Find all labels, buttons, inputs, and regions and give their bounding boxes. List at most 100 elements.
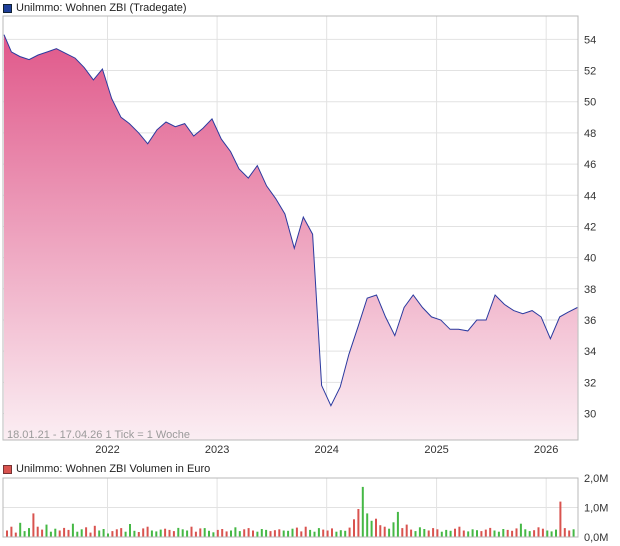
volume-bar bbox=[234, 527, 237, 537]
volume-bar bbox=[216, 529, 219, 537]
volume-bars bbox=[6, 486, 575, 538]
volume-bar bbox=[10, 526, 13, 537]
volume-bar bbox=[493, 530, 496, 537]
volume-bar bbox=[533, 530, 536, 537]
price-y-tick-label: 40 bbox=[584, 253, 596, 265]
volume-bar bbox=[36, 526, 39, 537]
volume-bar bbox=[67, 529, 70, 537]
volume-bar bbox=[418, 527, 421, 537]
volume-bar bbox=[199, 528, 202, 537]
volume-legend-label: Unilmmo: Wohnen ZBI Volumen in Euro bbox=[16, 463, 211, 475]
price-line bbox=[3, 34, 578, 407]
volume-bar bbox=[129, 524, 131, 537]
volume-bar bbox=[269, 531, 272, 537]
volume-grid bbox=[3, 477, 578, 538]
volume-plot-frame bbox=[2, 477, 579, 538]
volume-bar bbox=[102, 529, 105, 537]
volume-bar bbox=[392, 522, 395, 538]
volume-bar bbox=[172, 531, 175, 537]
volume-bar bbox=[528, 531, 531, 537]
volume-bar bbox=[124, 531, 127, 537]
volume-bar bbox=[432, 528, 435, 537]
volume-bar bbox=[379, 525, 382, 537]
volume-bar bbox=[146, 526, 149, 537]
volume-bar bbox=[76, 531, 79, 537]
volume-bar bbox=[287, 530, 290, 537]
volume-bar bbox=[194, 531, 197, 537]
price-y-tick-label: 52 bbox=[584, 66, 596, 78]
volume-bar bbox=[541, 528, 544, 537]
volume-bar bbox=[331, 528, 333, 537]
price-y-tick-label: 38 bbox=[584, 284, 596, 296]
volume-bar bbox=[133, 530, 136, 537]
volume-bar bbox=[309, 529, 312, 537]
volume-bar bbox=[449, 530, 452, 537]
volume-bar bbox=[484, 529, 487, 537]
volume-bar bbox=[458, 526, 461, 537]
volume-bar bbox=[361, 486, 364, 537]
volume-bar bbox=[58, 530, 61, 537]
volume-bar bbox=[19, 522, 22, 537]
date-range-footnote: 18.01.21 - 17.04.26 1 Tick = 1 Woche bbox=[7, 429, 190, 441]
volume-y-tick-label: 1,0M bbox=[584, 503, 608, 515]
volume-bar bbox=[502, 529, 505, 537]
volume-bar bbox=[63, 527, 66, 537]
price-y-tick-label: 34 bbox=[584, 346, 596, 358]
volume-bar bbox=[256, 531, 259, 537]
volume-bar bbox=[252, 530, 254, 537]
volume-bar bbox=[89, 532, 92, 537]
volume-bar bbox=[445, 529, 448, 537]
volume-bar bbox=[221, 529, 224, 537]
volume-bar bbox=[120, 528, 123, 537]
price-y-tick-label: 32 bbox=[584, 377, 596, 389]
volume-bar bbox=[568, 530, 571, 537]
volume-bar bbox=[159, 529, 162, 537]
volume-bar bbox=[317, 528, 320, 537]
volume-bar bbox=[80, 529, 83, 537]
volume-bar bbox=[506, 529, 509, 537]
volume-bar bbox=[291, 528, 294, 537]
volume-bar bbox=[313, 531, 316, 537]
volume-bar bbox=[353, 519, 355, 537]
volume-bar bbox=[339, 530, 342, 537]
volume-bar bbox=[278, 529, 281, 537]
volume-bar bbox=[107, 533, 109, 537]
volume-y-tick-label: 0,0M bbox=[584, 532, 608, 544]
volume-y-axis: 2,0M 1,0M 0,0M bbox=[584, 473, 608, 544]
volume-bar bbox=[497, 531, 500, 537]
volume-bar bbox=[71, 523, 74, 537]
volume-bar bbox=[357, 509, 360, 537]
price-x-tick-label: 2022 bbox=[95, 444, 119, 456]
volume-bar bbox=[366, 513, 369, 537]
volume-bar bbox=[243, 529, 246, 537]
volume-bar bbox=[32, 513, 35, 537]
volume-bar bbox=[155, 531, 158, 537]
volume-bar bbox=[247, 528, 250, 537]
volume-bar bbox=[515, 528, 518, 537]
volume-bar bbox=[230, 530, 232, 537]
volume-bar bbox=[462, 530, 465, 537]
volume-bar bbox=[41, 529, 44, 537]
volume-bar bbox=[537, 527, 540, 537]
volume-bar bbox=[550, 531, 553, 537]
price-y-tick-label: 46 bbox=[584, 159, 596, 171]
volume-y-tick-label: 2,0M bbox=[584, 473, 608, 485]
volume-bar bbox=[348, 527, 351, 537]
volume-bar bbox=[238, 531, 241, 537]
price-y-tick-label: 44 bbox=[584, 190, 596, 202]
price-area bbox=[4, 34, 578, 440]
price-plot-frame bbox=[2, 15, 579, 441]
volume-bar bbox=[511, 530, 514, 537]
volume-bar bbox=[208, 530, 210, 537]
volume-bar bbox=[471, 529, 474, 537]
volume-bar bbox=[440, 531, 443, 537]
volume-bar bbox=[181, 529, 184, 537]
volume-bar bbox=[225, 531, 228, 537]
volume-bar bbox=[396, 511, 399, 537]
price-y-axis: 54 52 50 48 46 44 42 40 38 36 34 32 30 bbox=[584, 34, 596, 420]
volume-bar bbox=[14, 532, 17, 537]
volume-bar bbox=[115, 529, 118, 537]
volume-bar bbox=[93, 525, 96, 537]
volume-bar bbox=[49, 531, 52, 537]
